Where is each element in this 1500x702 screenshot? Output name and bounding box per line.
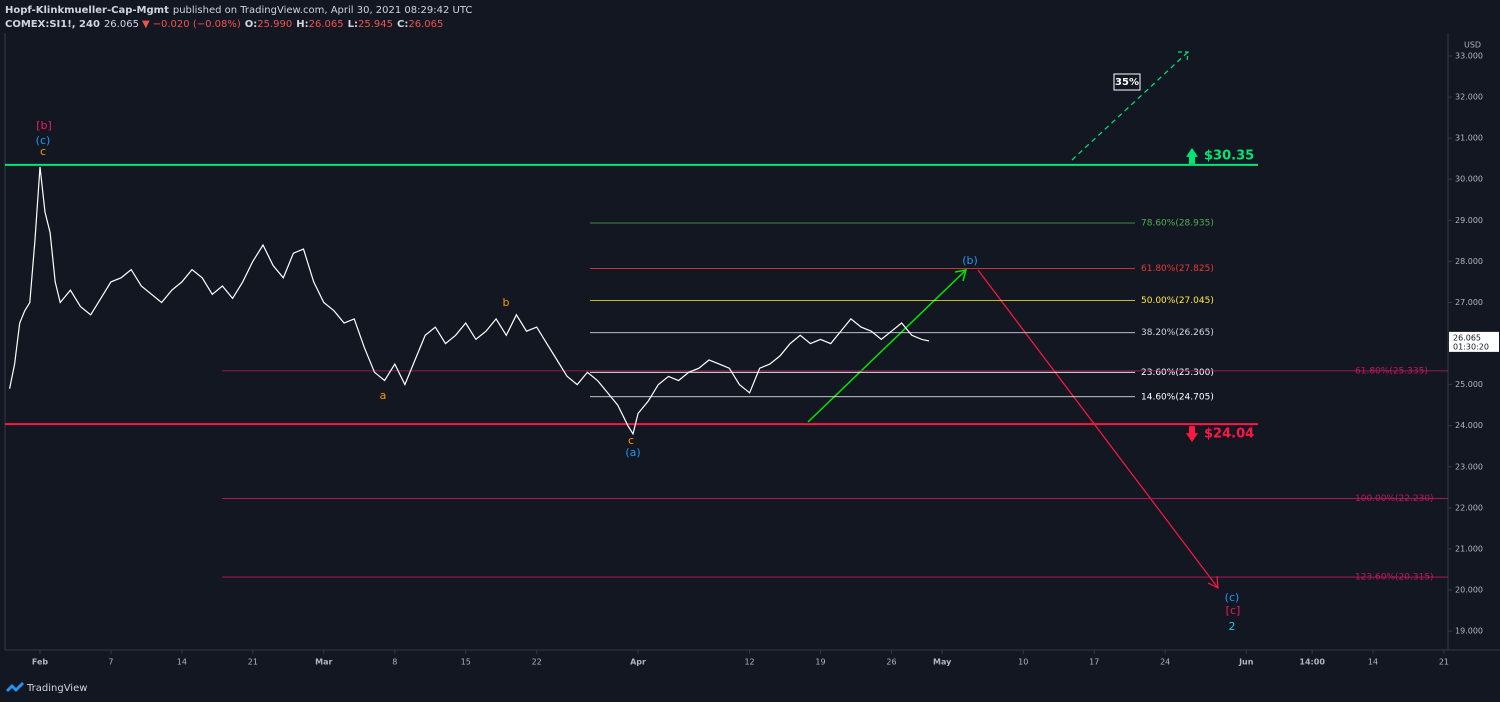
x-tick-label: 7 xyxy=(108,658,113,667)
x-tick-label: Mar xyxy=(315,658,332,667)
fib-label: 61.80%(27.825) xyxy=(1141,264,1214,274)
y-tick-label: 25.000 xyxy=(1455,380,1483,389)
x-tick-label: 21 xyxy=(1439,658,1449,667)
fib-label: 14.60%(24.705) xyxy=(1141,392,1214,402)
arrow-head xyxy=(1207,575,1219,590)
x-tick-label: Apr xyxy=(630,658,646,667)
wave-label: a xyxy=(380,389,387,402)
arrow-head xyxy=(1178,51,1189,63)
y-tick-label: 20.000 xyxy=(1455,586,1483,595)
ohlc-key: L: xyxy=(348,19,358,30)
x-tick-label: 14 xyxy=(177,658,187,667)
wave-label: 2 xyxy=(1229,620,1236,633)
projection-arrow xyxy=(977,269,1219,589)
wave-label: (b) xyxy=(962,254,978,267)
wave-label: (c) xyxy=(1225,591,1240,604)
x-tick-label: Feb xyxy=(32,658,49,667)
y-tick-label: 21.000 xyxy=(1455,544,1483,553)
countdown: 01:30:20 xyxy=(1453,342,1489,351)
fib-label: 50.00%(27.045) xyxy=(1141,296,1214,306)
x-tick-label: 24 xyxy=(1160,658,1170,667)
y-tick-label: 23.000 xyxy=(1455,462,1483,471)
wave-label: [c] xyxy=(1226,604,1241,617)
last: 26.065 xyxy=(104,19,139,30)
y-tick-label: 29.000 xyxy=(1455,216,1483,225)
x-tick-label: 10 xyxy=(1018,658,1028,667)
logo xyxy=(6,682,24,692)
x-tick-label: 8 xyxy=(392,658,397,667)
price-line xyxy=(9,166,930,436)
fib-label: 78.60%(28.935) xyxy=(1141,218,1214,228)
ohlc-value: 26.065 xyxy=(309,19,344,30)
x-tick-label: 14 xyxy=(1368,658,1378,667)
key-level-arrow xyxy=(1186,426,1198,443)
y-tick-label: 28.000 xyxy=(1455,257,1483,266)
fib-label: 38.20%(26.265) xyxy=(1141,328,1214,338)
fib-label: 100.00%(22.230) xyxy=(1355,494,1434,504)
ohlc-key: H: xyxy=(296,19,308,30)
wave-label: b xyxy=(503,296,510,309)
x-tick-label: 12 xyxy=(744,658,754,667)
x-tick-label: 17 xyxy=(1089,658,1099,667)
wave-label: [b] xyxy=(36,119,52,132)
symbol: COMEX:SI1!, 240 xyxy=(5,19,100,30)
wave-label: (c) xyxy=(36,134,51,147)
y-tick-label: 32.000 xyxy=(1455,93,1483,102)
x-tick-label: 15 xyxy=(461,658,471,667)
y-tick-label: 30.000 xyxy=(1455,175,1483,184)
annotation-box xyxy=(1113,73,1141,91)
x-tick-label: 26 xyxy=(886,658,896,667)
wave-label: c xyxy=(40,145,46,158)
logo-icon xyxy=(6,682,24,692)
y-tick-label: 22.000 xyxy=(1455,503,1483,512)
author: Hopf-Klinkmueller-Cap-Mgmt xyxy=(5,5,169,16)
currency: USD xyxy=(1464,41,1481,50)
wave-label: (a) xyxy=(625,446,640,459)
fib-label: 61.80%(25.335) xyxy=(1355,366,1428,376)
change: −0.020 (−0.08%) xyxy=(153,19,241,30)
y-tick-label: 27.000 xyxy=(1455,298,1483,307)
header-line: Hopf-Klinkmueller-Cap-Mgmt published on T… xyxy=(5,5,472,16)
x-tick-label: May xyxy=(933,658,952,667)
y-tick-label: 33.000 xyxy=(1455,52,1483,61)
fib-label: 23.60%(25.300) xyxy=(1141,368,1214,378)
ohlc-key: C: xyxy=(397,19,408,30)
key-level-arrow xyxy=(1186,147,1198,164)
price-tag: 26.065 xyxy=(1453,333,1481,342)
quote-line: COMEX:SI1!, 240 26.065 ▼ −0.020 (−0.08%) O:2… xyxy=(5,19,443,30)
price-tag-box xyxy=(1449,331,1499,352)
wave-label: c xyxy=(628,434,634,447)
y-tick-label: 31.000 xyxy=(1455,134,1483,143)
published: published on TradingView.com, April 30, … xyxy=(173,5,473,16)
y-tick-label: 24.000 xyxy=(1455,421,1483,430)
x-tick-label: 19 xyxy=(815,658,825,667)
ohlc-key: O: xyxy=(245,19,258,30)
direction: ▼ xyxy=(142,19,150,30)
ohlc-value: 26.065 xyxy=(408,19,443,30)
brand: TradingView xyxy=(26,683,87,694)
ohlc-value: 25.945 xyxy=(358,19,393,30)
x-tick-label: 21 xyxy=(248,658,258,667)
y-tick-label: 19.000 xyxy=(1455,627,1483,636)
ohlc-value: 25.990 xyxy=(257,19,292,30)
key-level-label: $24.04 xyxy=(1204,427,1254,442)
x-tick-label: 14:00 xyxy=(1299,658,1325,667)
fib-label: 123.60%(20.315) xyxy=(1355,573,1434,583)
wave-label: 35% xyxy=(1115,77,1139,88)
x-tick-label: Jun xyxy=(1238,658,1254,667)
key-level-label: $30.35 xyxy=(1204,148,1254,163)
x-tick-label: 22 xyxy=(532,658,542,667)
arrow-head xyxy=(954,269,968,282)
